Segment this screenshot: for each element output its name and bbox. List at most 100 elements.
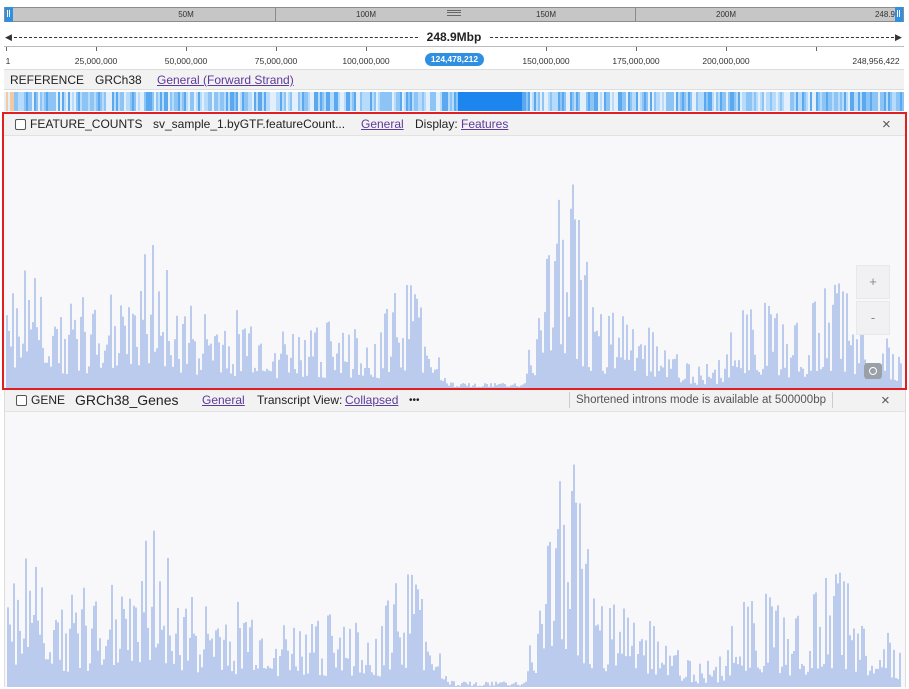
reference-density-cell [578,92,580,111]
reference-density-cell [852,92,854,111]
reference-density-cell [726,92,728,111]
reference-density-cell [460,92,462,111]
reference-density-cell [770,92,772,111]
reference-density-cell [690,92,692,111]
gene-density-histogram [7,464,901,687]
reference-density-cell [412,92,414,111]
zoom-out-button[interactable]: - [856,301,890,335]
reference-density-cell [636,92,638,111]
reference-density-cell [874,92,876,111]
overview-right-handle[interactable] [895,7,903,22]
coordinate-ruler[interactable]: 1 25,000,000 50,000,000 75,000,000 100,0… [4,46,904,69]
close-icon[interactable]: × [882,116,891,133]
reference-density-cell [214,92,216,111]
reference-density-cell [414,92,416,111]
camera-icon[interactable] [864,363,882,379]
overview-drag-grip-icon[interactable] [447,10,461,16]
reference-mode-link[interactable]: General (Forward Strand) [157,73,294,87]
zoom-in-button[interactable]: + [856,265,890,299]
reference-density-cell [772,92,774,111]
reference-density-cell [650,92,652,111]
reference-density-cell [314,92,316,111]
reference-density-cell [680,92,682,111]
reference-density-cell [102,92,104,111]
ruler-label: 248,956,422 [852,56,900,66]
gene-general-link[interactable]: General [202,393,245,407]
reference-density-cell [148,92,150,111]
reference-density-cell [486,92,488,111]
reference-density-cell [724,92,726,111]
reference-density-cell [380,92,382,111]
reference-density-cell [492,92,494,111]
reference-density-cell [536,92,538,111]
gene-select-checkbox[interactable] [16,395,27,406]
reference-density-cell [352,92,354,111]
reference-density-cell [698,92,700,111]
feature-counts-select-checkbox[interactable] [15,119,26,130]
reference-density-cell [144,92,146,111]
transcript-view-link[interactable]: Collapsed [345,393,399,407]
reference-density-cell [266,92,268,111]
reference-density-cell [22,92,24,111]
reference-density-cell [860,92,862,111]
reference-density-cell [468,92,470,111]
reference-density-cell [628,92,630,111]
reference-density-cell [742,92,744,111]
close-icon[interactable]: × [881,392,890,409]
reference-density-cell [152,92,154,111]
reference-density-cell [360,92,362,111]
reference-density-cell [260,92,262,111]
reference-density-cell [598,92,600,111]
reference-density-cell [780,92,782,111]
reference-density-cell [454,92,456,111]
overview-left-handle[interactable] [5,7,13,22]
reference-density-cell [274,92,276,111]
reference-density-cell [92,92,94,111]
reference-density-cell [308,92,310,111]
reference-density-cell [882,92,884,111]
reference-density-cell [172,92,174,111]
reference-density-cell [46,92,48,111]
reference-density-cell [614,92,616,111]
reference-density-cell [738,92,740,111]
reference-density-cell [312,92,314,111]
feature-counts-general-link[interactable]: General [361,117,404,131]
reference-density-cell [716,92,718,111]
reference-density-cell [198,92,200,111]
more-options-icon[interactable]: ••• [409,395,420,406]
reference-density-cell [396,92,398,111]
reference-density-cell [822,92,824,111]
feature-counts-display-link[interactable]: Features [461,117,509,131]
ruler-label: 175,000,000 [612,56,660,66]
reference-density-cell [320,92,322,111]
reference-density-cell [818,92,820,111]
gene-track[interactable]: GENE GRCh38_Genes General Transcript Vie… [4,390,906,687]
reference-density-cell [100,92,102,111]
reference-density-cell [18,92,20,111]
reference-density-cell [868,92,870,111]
reference-density-cell [886,92,888,111]
reference-density-cell [106,92,108,111]
reference-density-cell [632,92,634,111]
gene-track-name: GRCh38_Genes [75,392,179,408]
feature-counts-track[interactable]: FEATURE_COUNTS sv_sample_1.byGTF.feature… [2,112,907,390]
gene-track-header: GENE GRCh38_Genes General Transcript Vie… [5,390,905,412]
reference-density-cell [560,92,562,111]
reference-density-cell [328,92,330,111]
reference-density-cell [24,92,26,111]
reference-density-cell [610,92,612,111]
reference-density-cell [20,92,22,111]
reference-density-cell [258,92,260,111]
reference-density-cell [440,92,442,111]
reference-density-cell [448,92,450,111]
reference-density-cell [654,92,656,111]
reference-density-cell [646,92,648,111]
reference-density-cell [268,92,270,111]
reference-density-cell [168,92,170,111]
chromosome-overview[interactable]: 50M 100M 150M 200M 248.9 [4,7,904,22]
reference-density-cell [634,92,636,111]
reference-density-cell [538,92,540,111]
reference-density-cell [446,92,448,111]
reference-density-cell [252,92,254,111]
ruler-tick [186,47,187,51]
